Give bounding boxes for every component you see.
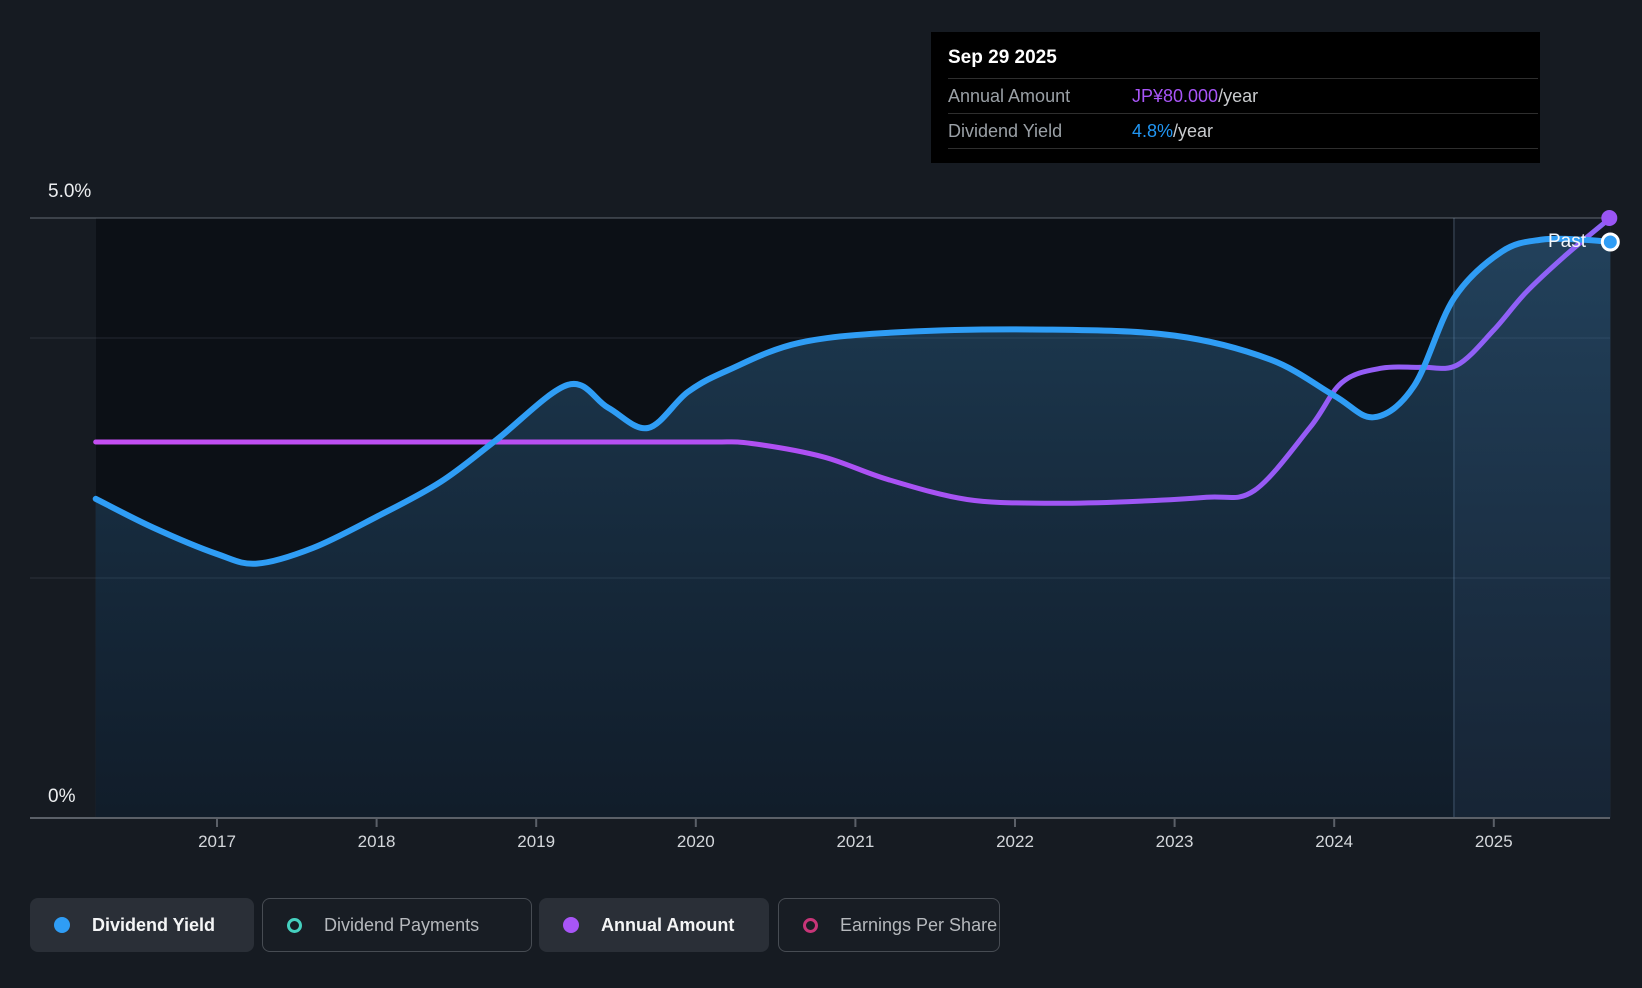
legend-button-dividend-payments[interactable]: Dividend Payments <box>262 898 532 952</box>
x-axis-year-label: 2020 <box>676 832 715 851</box>
x-axis-ticks <box>216 818 1495 827</box>
legend-dot-icon <box>563 917 579 933</box>
x-axis-year-label: 2023 <box>1155 832 1194 851</box>
y-axis-label-top: 5.0% <box>48 181 92 202</box>
dividend-yield-endpoint-dot[interactable] <box>1600 232 1620 252</box>
tooltip-label: Annual Amount <box>948 85 1071 106</box>
x-axis-year-label: 2022 <box>996 832 1034 851</box>
legend-ring-icon <box>287 917 302 933</box>
legend-dot-icon <box>54 917 70 933</box>
tooltip-label: Dividend Yield <box>948 120 1063 141</box>
annual-amount-endpoint-dot[interactable] <box>1601 209 1618 226</box>
legend-label: Dividend Yield <box>92 914 216 935</box>
dividend-yield-area <box>95 238 1611 819</box>
x-axis-year-label: 2021 <box>836 832 875 851</box>
tooltip-row-annual-amount: Annual Amount JP¥80.000 /year <box>948 78 1538 113</box>
tooltip-suffix: /year <box>1173 120 1214 141</box>
past-period-label: Past <box>1548 231 1587 252</box>
legend-button-dividend-yield[interactable]: Dividend Yield <box>30 898 254 952</box>
tooltip-suffix: /year <box>1218 85 1259 106</box>
legend-button-annual-amount[interactable]: Annual Amount <box>539 898 769 952</box>
annual-amount-line[interactable] <box>93 215 1613 506</box>
tooltip-bottom-divider <box>948 148 1538 149</box>
legend-label: Dividend Payments <box>324 914 480 935</box>
x-axis-year-label: 2018 <box>357 832 396 851</box>
x-axis-year-label: 2017 <box>198 832 236 851</box>
chart-tooltip: Sep 29 2025 Annual Amount JP¥80.000 /yea… <box>931 32 1540 163</box>
x-axis-year-label: 2024 <box>1315 832 1354 851</box>
x-axis-year-label: 2019 <box>517 832 556 851</box>
y-axis-label-bottom: 0% <box>48 786 76 807</box>
tooltip-value-annual-amount: JP¥80.000 <box>1132 85 1219 106</box>
legend-ring-icon <box>803 917 818 933</box>
tooltip-row-dividend-yield: Dividend Yield 4.8% /year <box>948 113 1538 148</box>
tooltip-value-dividend-yield: 4.8% <box>1132 120 1174 141</box>
legend-label: Earnings Per Share <box>840 914 998 935</box>
dividend-yield-line[interactable] <box>92 235 1614 567</box>
legend-label: Annual Amount <box>601 914 735 935</box>
chart-legend: Dividend Yield Dividend Payments Annual Am… <box>0 898 1642 952</box>
x-axis-year-label: 2025 <box>1474 832 1513 851</box>
legend-button-earnings-per-share[interactable]: Earnings Per Share <box>778 898 1000 952</box>
tooltip-date: Sep 29 2025 <box>948 47 1057 68</box>
